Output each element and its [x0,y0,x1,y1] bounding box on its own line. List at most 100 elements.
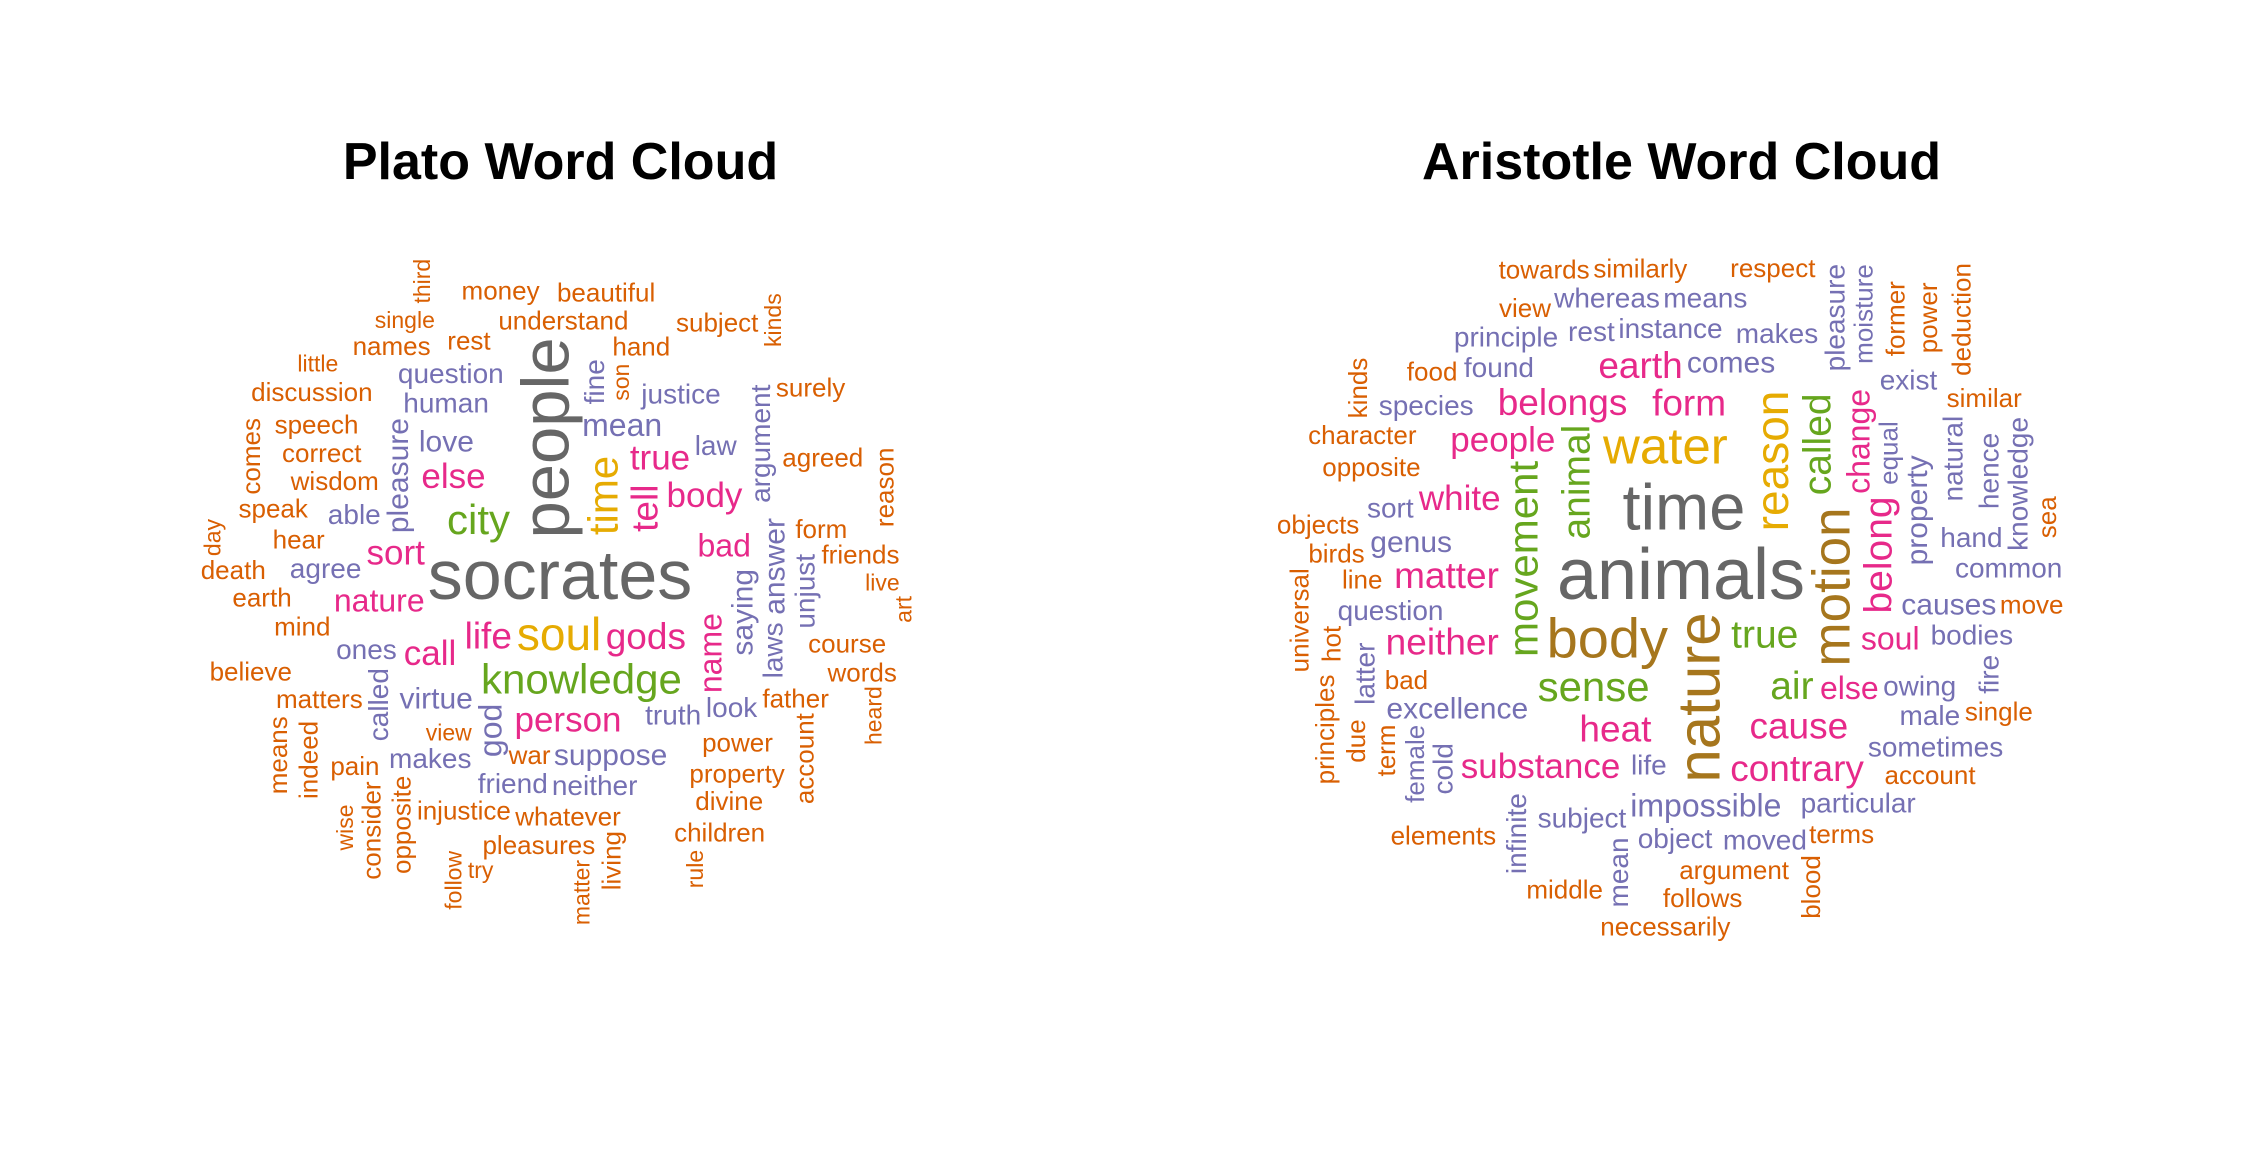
cloud-word: sometimes [1868,732,2003,763]
cloud-word: hot [1317,625,1347,662]
cloud-word: matter [568,860,594,926]
cloud-word: comes [1687,347,1775,380]
cloud-word: due [1341,719,1371,762]
aristotle-cloud-panel: animals time nature body motion water reason mo… [1121,0,2242,1153]
plato-cloud-panel: socrates people soul time city knowledge gods l… [0,0,1121,1153]
cloud-word: earth [1598,345,1682,386]
cloud-word: subject [1538,802,1627,833]
cloud-word: term [1371,725,1401,777]
cloud-word: words [827,657,897,687]
cloud-word: animals [1557,535,1805,615]
cloud-word: course [808,629,886,659]
cloud-word: gods [606,616,686,657]
cloud-word: able [328,499,381,530]
cloud-word: hear [273,524,325,554]
cloud-word: pleasure [382,418,415,533]
cloud-word: suppose [554,739,667,772]
cloud-word: air [1770,665,1813,708]
cloud-word: name [692,613,728,693]
cloud-word: laws [757,622,788,678]
cloud-word: true [630,439,690,478]
cloud-word: account [1885,760,1977,790]
cloud-word: knowledge [481,655,682,702]
cloud-word: owing [1883,670,1956,701]
cloud-word: equal [1873,421,1903,485]
cloud-word: exist [1880,365,1938,396]
cloud-word: soul [1861,620,1920,656]
cloud-word: try [468,857,494,883]
cloud-word: heard [861,686,887,745]
cloud-word: hand [612,332,670,362]
cloud-word: bodies [1931,620,2014,651]
cloud-word: matters [276,684,363,714]
cloud-word: means [1663,282,1747,313]
cloud-word: discussion [251,377,372,407]
cloud-word: principle [1454,322,1558,353]
cloud-word: respect [1730,253,1816,283]
cloud-word: pain [330,751,379,781]
cloud-word: beautiful [557,277,655,307]
cloud-word: agree [290,553,362,584]
cloud-word: living [596,831,626,890]
cloud-word: blood [1796,855,1826,919]
cloud-word: single [1965,697,2033,727]
cloud-word: principles [1310,674,1340,784]
cloud-word: question [398,358,504,389]
cloud-word: makes [389,743,471,774]
cloud-word: nature [1666,612,1733,782]
cloud-word: former [1880,281,1910,356]
cloud-word: heat [1579,709,1652,750]
cloud-word: necessarily [1600,911,1730,941]
cloud-word: life [1631,750,1667,781]
cloud-word: people [1450,420,1555,459]
cloud-word: body [1547,606,1668,669]
cloud-word: little [297,350,338,376]
cloud-word: birds [1308,539,1364,569]
cloud-word: makes [1736,318,1818,349]
cloud-word: friend [478,768,548,799]
cloud-word: hence [1973,433,2004,509]
cloud-word: bad [697,528,750,564]
cloud-word: pleasure [1820,264,1851,371]
cloud-word: neither [1386,622,1499,663]
cloud-word: similar [1947,383,2022,413]
cloud-word: socrates [428,536,693,614]
cloud-word: view [1499,293,1551,323]
cloud-word: love [419,425,474,458]
cloud-word: law [695,430,738,461]
cloud-word: neither [552,770,638,801]
cloud-word: view [426,719,472,745]
cloud-word: money [462,275,540,305]
cloud-word: single [375,307,435,333]
cloud-word: reason [870,448,900,528]
cloud-word: excellence [1386,692,1528,725]
cloud-word: sort [1367,492,1414,523]
cloud-word: sea [2032,496,2062,538]
cloud-word: surely [776,373,845,403]
cloud-word: hand [1940,522,2002,553]
cloud-word: question [1338,595,1444,626]
cloud-word: middle [1526,874,1603,904]
cloud-word: cause [1749,705,1848,746]
cloud-word: agreed [782,443,863,473]
cloud-word: speech [275,409,359,439]
cloud-word: food [1407,357,1458,387]
cloud-word: elements [1391,821,1497,851]
cloud-word: water [1602,417,1728,474]
cloud-word: male [1900,700,1961,731]
cloud-word: form [1652,382,1726,423]
cloud-word: argument [1679,855,1790,885]
cloud-word: female [1400,725,1430,803]
cloud-word: look [706,692,758,723]
cloud-word: species [1379,390,1474,421]
cloud-word: power [702,728,773,758]
cloud-word: justice [640,378,720,409]
cloud-word: son [608,364,634,401]
cloud-word: war [508,740,551,770]
cloud-word: consider [356,781,386,880]
cloud-word: wise [332,804,358,851]
cloud-word: people [509,337,584,538]
cloud-word: art [891,595,917,622]
cloud-word: power [1913,282,1943,353]
